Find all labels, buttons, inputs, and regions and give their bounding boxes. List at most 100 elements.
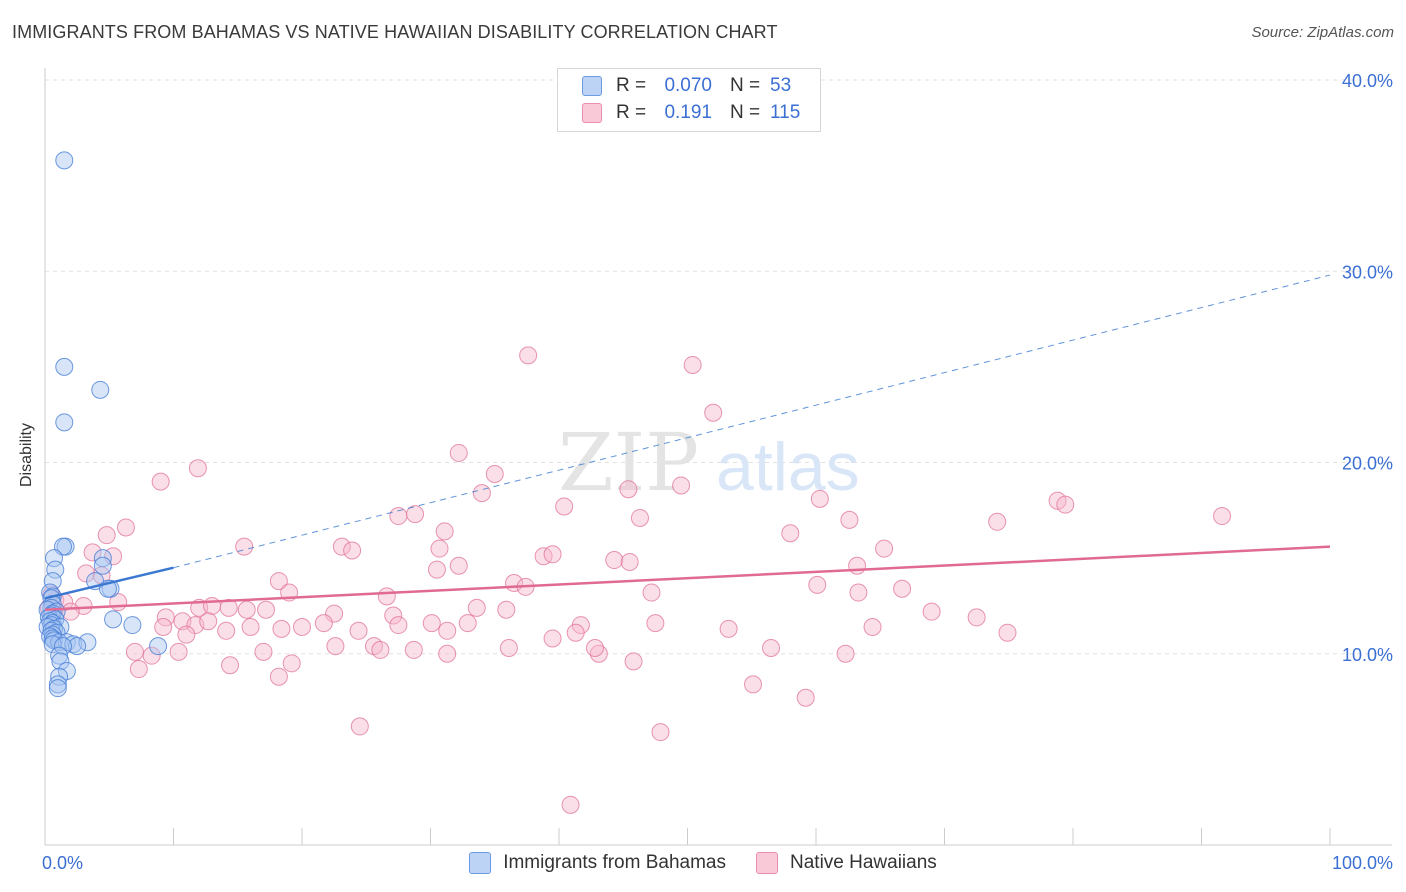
data-point-hawaiian: [619, 480, 638, 499]
data-point-hawaiian: [744, 675, 763, 694]
data-point-hawaiian: [781, 524, 800, 543]
data-point-bahamas: [93, 556, 112, 575]
y-axis-label: Disability: [18, 423, 35, 488]
data-point-hawaiian: [371, 640, 390, 659]
data-point-hawaiian: [519, 346, 538, 365]
data-point-hawaiian: [642, 583, 661, 602]
data-point-bahamas: [91, 380, 110, 399]
data-point-hawaiian: [438, 644, 457, 663]
data-point-hawaiian: [922, 602, 941, 621]
y-tick-label: 10.0%: [1342, 645, 1393, 665]
data-point-hawaiian: [188, 459, 207, 478]
data-point-hawaiian: [646, 614, 665, 633]
data-point-hawaiian: [543, 629, 562, 648]
data-point-hawaiian: [217, 621, 236, 640]
data-point-hawaiian: [624, 652, 643, 671]
data-point-hawaiian: [129, 660, 148, 679]
data-point-hawaiian: [651, 723, 670, 742]
data-point-hawaiian: [142, 646, 161, 665]
data-point-hawaiian: [998, 623, 1017, 642]
data-point-hawaiian: [219, 598, 238, 617]
legend-r-label: R =: [616, 75, 647, 96]
watermark-atlas: atlas: [716, 429, 860, 505]
legend-label-hawaiians: Native Hawaiians: [790, 852, 937, 873]
legend-swatch-hawaiians: [582, 103, 602, 123]
data-point-hawaiian: [808, 575, 827, 594]
data-point-hawaiian: [605, 551, 624, 570]
data-point-hawaiian: [177, 625, 196, 644]
data-point-hawaiian: [77, 564, 96, 583]
legend-item-bahamas[interactable]: Immigrants from Bahamas: [469, 852, 726, 874]
x-tick-label: 0.0%: [42, 853, 83, 873]
y-tick-label: 20.0%: [1342, 454, 1393, 474]
tick-labels: 10.0% 20.0% 30.0% 40.0% 0.0% 100.0%: [42, 71, 1393, 873]
data-point-hawaiian: [269, 667, 288, 686]
data-point-hawaiian: [221, 656, 240, 675]
data-point-hawaiian: [254, 642, 273, 661]
data-point-bahamas: [50, 646, 69, 665]
data-point-hawaiian: [848, 556, 867, 575]
data-point-hawaiian: [435, 522, 454, 541]
data-point-hawaiian: [154, 617, 173, 636]
data-point-bahamas: [43, 625, 62, 644]
data-point-hawaiian: [116, 518, 135, 537]
legend-r-value: 0.070: [664, 75, 712, 96]
data-point-hawaiian: [430, 539, 449, 558]
data-point-hawaiian: [203, 596, 222, 615]
trend-line-bahamas: [44, 566, 174, 600]
data-point-hawaiian: [151, 472, 170, 491]
data-point-hawaiian: [332, 537, 351, 556]
data-point-hawaiian: [282, 654, 301, 673]
data-point-hawaiian: [272, 619, 291, 638]
axes: [44, 68, 1392, 846]
data-point-hawaiian: [849, 583, 868, 602]
data-point-hawaiian: [467, 598, 486, 617]
data-point-bahamas: [78, 633, 97, 652]
data-point-hawaiian: [257, 600, 276, 619]
data-point-hawaiian: [438, 621, 457, 640]
data-point-hawaiian: [863, 617, 882, 636]
data-point-hawaiian: [384, 606, 403, 625]
data-point-hawaiian: [269, 572, 288, 591]
legend-item-hawaiians[interactable]: Native Hawaiians: [756, 852, 937, 874]
data-point-hawaiian: [585, 639, 604, 658]
legend-label-bahamas: Immigrants from Bahamas: [503, 852, 726, 873]
data-point-hawaiian: [343, 541, 362, 560]
data-point-hawaiian: [683, 355, 702, 374]
data-point-bahamas: [93, 549, 112, 568]
data-point-bahamas: [50, 667, 69, 686]
data-point-hawaiian: [485, 464, 504, 483]
data-point-hawaiian: [620, 552, 639, 571]
y-tick-label: 30.0%: [1342, 262, 1393, 282]
legend-row-hawaiians: R = 0.191 N = 115: [582, 100, 800, 126]
data-point-bahamas: [149, 637, 168, 656]
data-point-hawaiian: [377, 587, 396, 606]
data-point-hawaiian: [497, 600, 516, 619]
data-point-hawaiian: [555, 497, 574, 516]
data-point-hawaiian: [237, 600, 256, 619]
legend-n-value: 115: [770, 102, 801, 123]
legend-n-value: 53: [770, 75, 792, 96]
legend-n-label: N =: [730, 75, 761, 96]
data-point-bahamas: [51, 652, 70, 671]
chart-title: IMMIGRANTS FROM BAHAMAS VS NATIVE HAWAII…: [12, 22, 778, 42]
legend-r-value: 0.191: [664, 102, 712, 123]
source-label: Source: ZipAtlas.com: [1251, 24, 1394, 41]
data-point-hawaiian: [836, 644, 855, 663]
data-point-hawaiian: [422, 614, 441, 633]
data-point-bahamas: [48, 679, 67, 698]
trend-lines: [44, 274, 1331, 612]
data-point-hawaiian: [326, 637, 345, 656]
data-point-hawaiian: [672, 476, 691, 495]
data-point-bahamas: [55, 357, 74, 376]
data-point-hawaiian: [561, 795, 580, 814]
data-point-hawaiian: [988, 512, 1007, 531]
data-point-hawaiian: [349, 621, 368, 640]
data-point-hawaiian: [704, 403, 723, 422]
stats-legend: R = 0.070 N = 53 R = 0.191 N = 115: [557, 68, 821, 132]
series-legend: Immigrants from Bahamas Native Hawaiians: [0, 852, 1406, 874]
series-bahamas: [38, 151, 168, 698]
data-point-hawaiian: [293, 617, 311, 636]
watermark: ZIP atlas: [558, 416, 860, 509]
